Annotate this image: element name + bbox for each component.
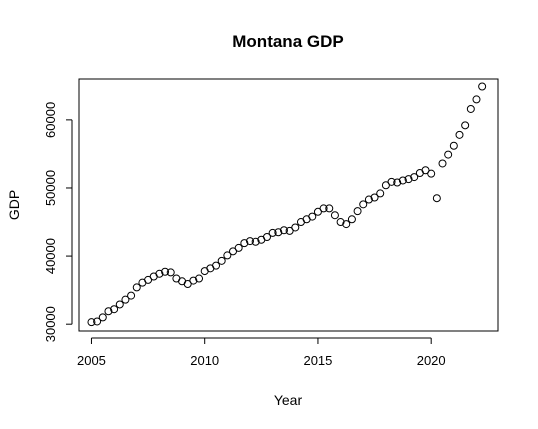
data-point [212, 261, 221, 270]
data-point [421, 166, 430, 175]
data-point [449, 141, 458, 150]
data-point [285, 226, 294, 235]
data-point [347, 215, 356, 224]
data-point [93, 317, 102, 326]
data-point [410, 173, 419, 182]
data-point [132, 283, 141, 292]
y-tick-label: 50000 [43, 170, 58, 206]
data-points [87, 82, 487, 327]
data-point [364, 195, 373, 204]
data-point [342, 220, 351, 229]
data-point [115, 300, 124, 309]
x-axis-ticks: 2005 2010 2015 2020 [77, 338, 446, 368]
data-point [104, 307, 113, 316]
data-point [455, 130, 464, 139]
data-point [268, 228, 277, 237]
data-point [308, 212, 317, 221]
data-point [466, 104, 475, 113]
data-point [319, 204, 328, 213]
data-point [279, 226, 288, 235]
data-point [155, 269, 164, 278]
chart-title: Montana GDP [232, 32, 343, 51]
data-point [262, 233, 271, 242]
data-point [427, 169, 436, 178]
plot-frame [78, 78, 499, 332]
data-point [127, 291, 136, 300]
data-point [144, 275, 153, 284]
y-tick-label: 40000 [43, 238, 58, 274]
x-tick-label: 2005 [77, 353, 106, 368]
x-tick-label: 2010 [190, 353, 219, 368]
data-point [398, 176, 407, 185]
data-point [98, 313, 107, 322]
x-tick-label: 2015 [303, 353, 332, 368]
data-point [393, 178, 402, 187]
data-point [376, 189, 385, 198]
y-axis-label: GDP [6, 190, 22, 220]
data-point [472, 95, 481, 104]
data-point [432, 194, 441, 203]
data-point [161, 267, 170, 276]
data-point [330, 211, 339, 220]
data-point [336, 218, 345, 227]
x-axis-label: Year [274, 392, 303, 408]
data-point [110, 305, 119, 314]
data-point [121, 295, 130, 304]
y-tick-label: 30000 [43, 306, 58, 342]
data-point [251, 237, 260, 246]
data-point [217, 256, 226, 265]
data-point [291, 223, 300, 232]
y-tick-label: 60000 [43, 102, 58, 138]
data-point [166, 268, 175, 277]
data-point [381, 181, 390, 190]
data-point [325, 204, 334, 213]
x-tick-label: 2020 [417, 353, 446, 368]
data-point [370, 193, 379, 202]
data-point [387, 177, 396, 186]
data-point [313, 207, 322, 216]
data-point [438, 159, 447, 168]
data-point [223, 251, 232, 260]
data-point [274, 228, 283, 237]
data-point [359, 200, 368, 209]
data-point [240, 239, 249, 248]
data-point [353, 207, 362, 216]
data-point [195, 274, 204, 283]
data-point [444, 150, 453, 159]
data-point [183, 280, 192, 289]
data-point [478, 82, 487, 91]
y-axis-ticks: 30000 40000 50000 60000 [43, 102, 72, 342]
data-point [234, 243, 243, 252]
data-point [404, 175, 413, 184]
data-point [461, 121, 470, 130]
data-point [245, 237, 254, 246]
data-point [189, 276, 198, 285]
data-point [87, 318, 96, 327]
data-point [229, 247, 238, 256]
